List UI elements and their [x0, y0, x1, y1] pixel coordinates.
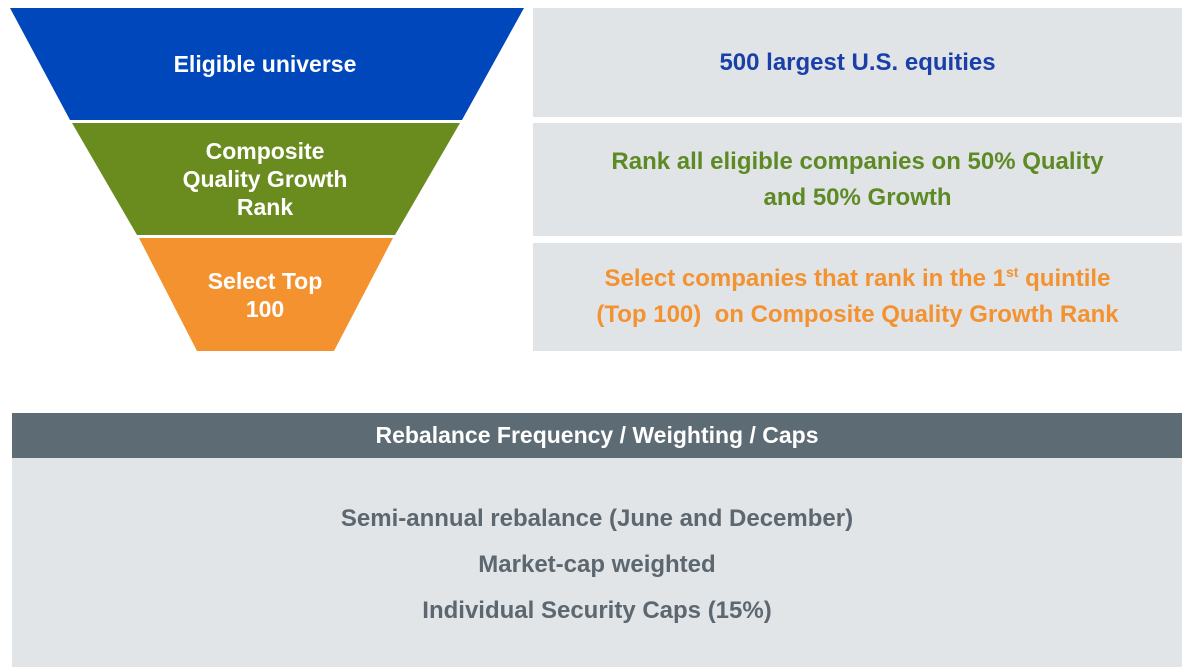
rule-item: Individual Security Caps (15%)	[422, 597, 772, 624]
description-line: and 50% Growth	[763, 180, 951, 216]
stage-description: Rank all eligible companies on 50% Quali…	[533, 123, 1182, 236]
stage-label-line: 100	[245, 295, 285, 322]
funnel-stage-3	[139, 238, 393, 351]
text: quintile	[1018, 265, 1111, 292]
funnel	[10, 8, 524, 351]
text: Select companies that rank in the 1	[604, 265, 1006, 292]
text: and 50% Growth	[763, 183, 952, 211]
text: 500 largest U.S. equities	[719, 48, 996, 76]
stage-description: Select companies that rank in the 1st qu…	[533, 243, 1182, 351]
funnel-stage-2	[72, 123, 460, 235]
description-line: Rank all eligible companies on 50% Quali…	[611, 144, 1103, 180]
text: Rank all eligible companies on 50% Quali…	[611, 147, 1104, 175]
stage-label-line: Select Top	[207, 267, 323, 294]
rules-title: Rebalance Frequency / Weighting / Caps	[12, 413, 1182, 458]
rules-body: Semi-annual rebalance (June and December…	[12, 458, 1182, 667]
description-line: 500 largest U.S. equities	[719, 45, 995, 81]
stage-label-line: Composite	[205, 138, 325, 164]
funnel-stage-1	[10, 8, 524, 120]
superscript: st	[1006, 264, 1019, 280]
stage-label-line: Quality Growth	[182, 166, 348, 192]
stage-label: Select Top 100	[180, 238, 350, 351]
text: (Top 100) on Composite Quality Growth Ra…	[596, 301, 1119, 328]
rule-item: Market-cap weighted	[478, 551, 716, 578]
stage-label: Composite Quality Growth Rank	[140, 123, 390, 235]
description-line: Select companies that rank in the 1st qu…	[605, 261, 1111, 297]
stage-label-line: Eligible universe	[173, 51, 357, 77]
description-line: (Top 100) on Composite Quality Growth Ra…	[596, 297, 1118, 333]
stage-description: 500 largest U.S. equities	[533, 8, 1182, 117]
stage-label: Eligible universe	[100, 8, 430, 120]
rule-item: Semi-annual rebalance (June and December…	[340, 505, 854, 532]
stage-label-line: Rank	[236, 194, 294, 220]
